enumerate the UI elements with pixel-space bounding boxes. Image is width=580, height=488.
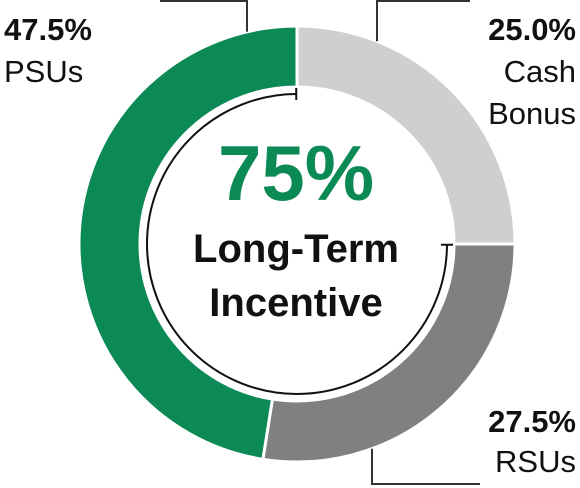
rsus-name-label: RSUs <box>495 444 576 479</box>
psus-connector <box>160 0 248 32</box>
cash-bonus-connector <box>376 0 470 42</box>
cash-bonus-name-label-line-2: Bonus <box>488 96 576 131</box>
slice-psus <box>77 24 299 462</box>
cash-bonus-value-label: 25.0% <box>488 12 576 47</box>
psus-value-label: 47.5% <box>4 12 92 47</box>
rsus-connector <box>371 448 480 485</box>
label-connectors <box>160 0 480 485</box>
center-value: 75% <box>218 129 374 217</box>
slice-rsus <box>261 242 517 464</box>
bracket-ticks <box>295 87 454 246</box>
donut-slices <box>77 24 517 464</box>
cash-bonus-name-label-line-1: Cash <box>504 54 576 89</box>
center-label-line-1: Long-Term <box>193 227 399 271</box>
psus-name-label: PSUs <box>4 54 83 89</box>
center-label-line-2: Incentive <box>209 281 382 325</box>
rsus-value-label: 27.5% <box>488 404 576 439</box>
long-term-incentive-bracket <box>146 93 448 395</box>
